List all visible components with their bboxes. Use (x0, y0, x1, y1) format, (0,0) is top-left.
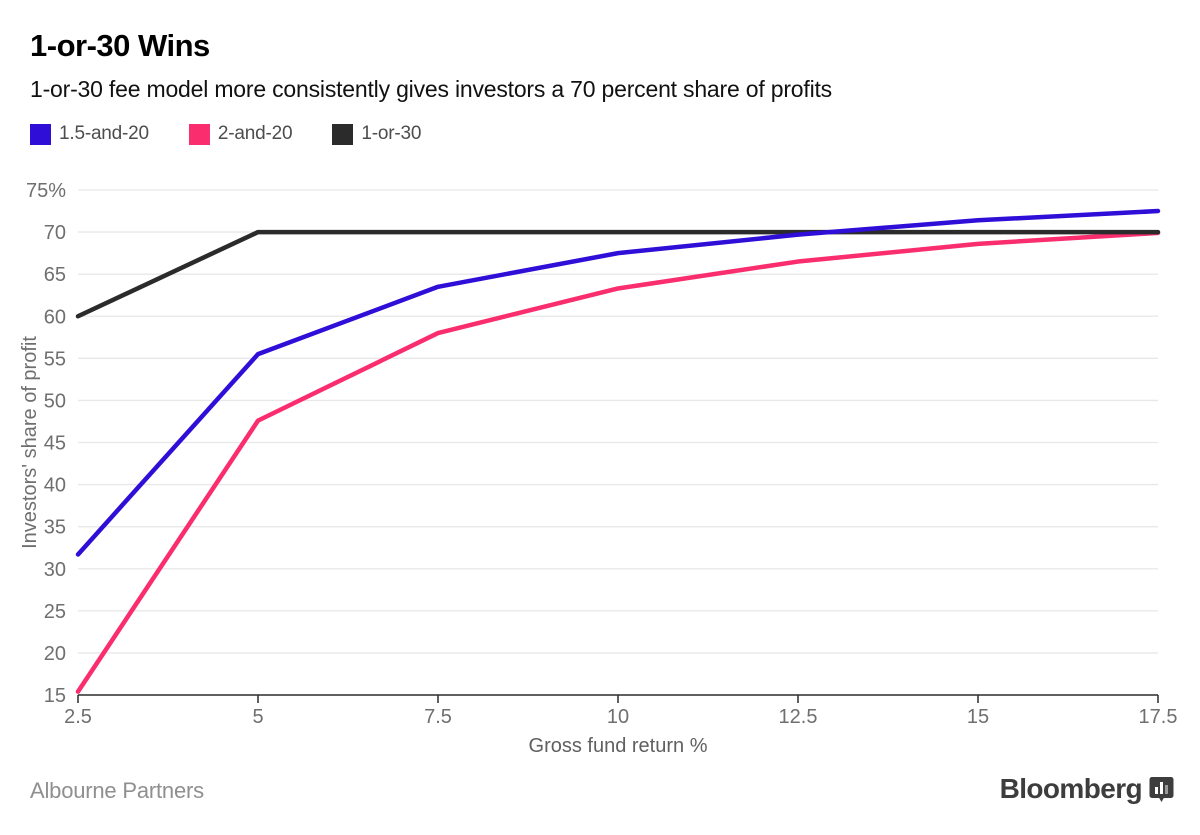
y-tick-label: 70 (44, 222, 66, 244)
x-tick-label: 7.5 (424, 706, 452, 728)
y-tick-label: 35 (44, 517, 66, 539)
y-tick-label: 40 (44, 475, 66, 497)
bloomberg-wordmark: Bloomberg (999, 773, 1143, 804)
legend-swatch-black (332, 123, 354, 145)
legend-swatch-pink (188, 123, 210, 145)
y-tick-label: 20 (44, 643, 66, 665)
series-line-1-5-and-20 (75, 208, 1161, 557)
y-axis-title: Investors' share of profit (19, 336, 41, 549)
line-chart: 15 20 25 30 35 40 45 50 55 60 65 70 75% Investors' sh… (19, 180, 1178, 757)
bloomberg-chart-bubble-icon (1149, 776, 1174, 802)
legend-item-1-5-and-20: 1.5-and-20 (30, 123, 149, 145)
y-tick-label: 75% (26, 180, 66, 202)
x-tick-label: 12.5 (779, 706, 818, 728)
y-tick-label: 15 (44, 685, 66, 707)
bloomberg-logo: Bloomberg (1000, 773, 1174, 805)
x-tick-label: 15 (967, 706, 989, 728)
x-tick-label: 5 (252, 706, 263, 728)
legend: 1.5-and-20 2-and-20 1-or-30 (30, 123, 421, 145)
y-tick-label: 25 (44, 601, 66, 623)
y-tick-label: 45 (44, 433, 66, 455)
y-tick-label: 30 (44, 559, 66, 581)
legend-item-1-or-30: 1-or-30 (332, 123, 421, 145)
page-title: 1-or-30 Wins (30, 28, 210, 63)
x-tick-label: 2.5 (64, 706, 92, 728)
series-line-2-and-20 (75, 230, 1161, 694)
y-tick-label: 60 (44, 306, 66, 328)
legend-swatch-blue (30, 123, 51, 145)
legend-label: 1.5-and-20 (59, 123, 149, 144)
source-credit: Albourne Partners (30, 778, 204, 803)
legend-label: 1-or-30 (361, 123, 422, 144)
y-tick-label: 65 (44, 264, 66, 286)
y-tick-label: 50 (44, 390, 66, 412)
legend-item-2-and-20: 2-and-20 (188, 123, 293, 145)
x-axis-title: Gross fund return % (529, 735, 708, 757)
y-tick-label: 55 (44, 348, 66, 370)
page-subtitle: 1-or-30 fee model more consistently give… (30, 76, 832, 102)
legend-label: 2-and-20 (217, 123, 293, 144)
series-line-1-or-30 (75, 229, 1161, 319)
x-tick-label: 17.5 (1139, 706, 1178, 728)
x-tick-label: 10 (607, 706, 629, 728)
